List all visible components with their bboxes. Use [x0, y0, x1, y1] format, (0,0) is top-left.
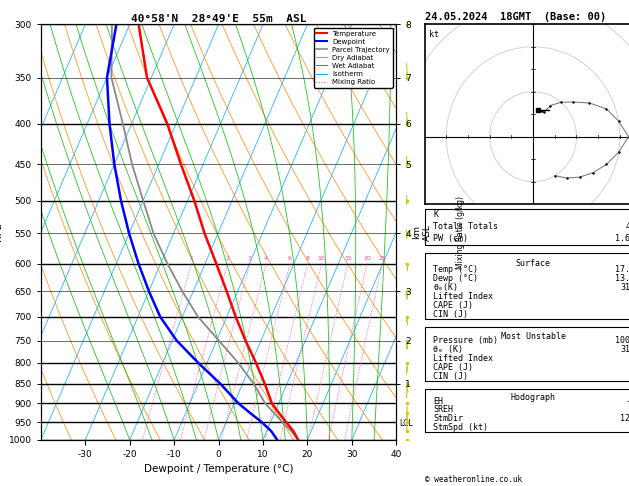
Text: 20: 20 [363, 256, 371, 260]
Text: Totals Totals: Totals Totals [433, 223, 498, 231]
Text: LCL: LCL [399, 419, 413, 429]
Text: EH: EH [433, 397, 443, 406]
Bar [425, 327, 629, 381]
Text: 12°: 12° [620, 414, 629, 423]
Text: Temp (°C): Temp (°C) [433, 265, 478, 274]
Text: 10: 10 [318, 256, 325, 260]
Text: CAPE (J): CAPE (J) [433, 363, 473, 372]
Bar [425, 389, 629, 432]
Text: θₑ(K): θₑ(K) [433, 283, 459, 292]
Y-axis label: hPa: hPa [0, 223, 3, 242]
Text: Most Unstable: Most Unstable [501, 332, 565, 341]
Text: CIN (J): CIN (J) [433, 372, 468, 381]
Text: 1.66: 1.66 [615, 234, 629, 243]
Text: 1: 1 [189, 256, 194, 260]
Text: 25: 25 [378, 256, 386, 260]
Title: 40°58'N  28°49'E  55m  ASL: 40°58'N 28°49'E 55m ASL [131, 14, 306, 23]
Text: 2: 2 [226, 256, 230, 260]
Text: PW (cm): PW (cm) [433, 234, 468, 243]
Text: Pressure (mb): Pressure (mb) [433, 336, 498, 346]
Text: 43: 43 [625, 223, 629, 231]
Text: CAPE (J): CAPE (J) [433, 301, 473, 310]
Text: 3: 3 [248, 256, 252, 260]
Text: 13.2: 13.2 [615, 274, 629, 283]
Text: SREH: SREH [433, 405, 454, 415]
Bar [425, 209, 629, 245]
Text: Lifted Index: Lifted Index [433, 354, 493, 363]
Text: K: K [433, 210, 438, 220]
Text: 317: 317 [620, 283, 629, 292]
Text: 4: 4 [264, 256, 268, 260]
Y-axis label: km
ASL: km ASL [413, 224, 432, 241]
Text: θₑ (K): θₑ (K) [433, 346, 463, 354]
Text: Mixing Ratio (g/kg): Mixing Ratio (g/kg) [456, 195, 465, 269]
Text: 6: 6 [288, 256, 292, 260]
Text: 15: 15 [344, 256, 352, 260]
Text: kt: kt [429, 30, 439, 39]
Text: Surface: Surface [516, 260, 550, 268]
Text: © weatheronline.co.uk: © weatheronline.co.uk [425, 474, 521, 484]
X-axis label: Dewpoint / Temperature (°C): Dewpoint / Temperature (°C) [144, 464, 293, 474]
Legend: Temperature, Dewpoint, Parcel Trajectory, Dry Adiabat, Wet Adiabat, Isotherm, Mi: Temperature, Dewpoint, Parcel Trajectory… [314, 28, 392, 88]
Text: CIN (J): CIN (J) [433, 310, 468, 319]
Text: Hodograph: Hodograph [511, 393, 555, 402]
Text: Lifted Index: Lifted Index [433, 292, 493, 301]
Text: -5: -5 [625, 397, 629, 406]
Text: Dewp (°C): Dewp (°C) [433, 274, 478, 283]
Text: 8: 8 [306, 256, 309, 260]
Text: StmSpd (kt): StmSpd (kt) [433, 423, 488, 432]
Text: 24.05.2024  18GMT  (Base: 00): 24.05.2024 18GMT (Base: 00) [425, 12, 606, 22]
Text: 1008: 1008 [615, 336, 629, 346]
Text: StmDir: StmDir [433, 414, 463, 423]
Text: 317: 317 [620, 346, 629, 354]
Text: 17.9: 17.9 [615, 265, 629, 274]
Bar [425, 253, 629, 319]
